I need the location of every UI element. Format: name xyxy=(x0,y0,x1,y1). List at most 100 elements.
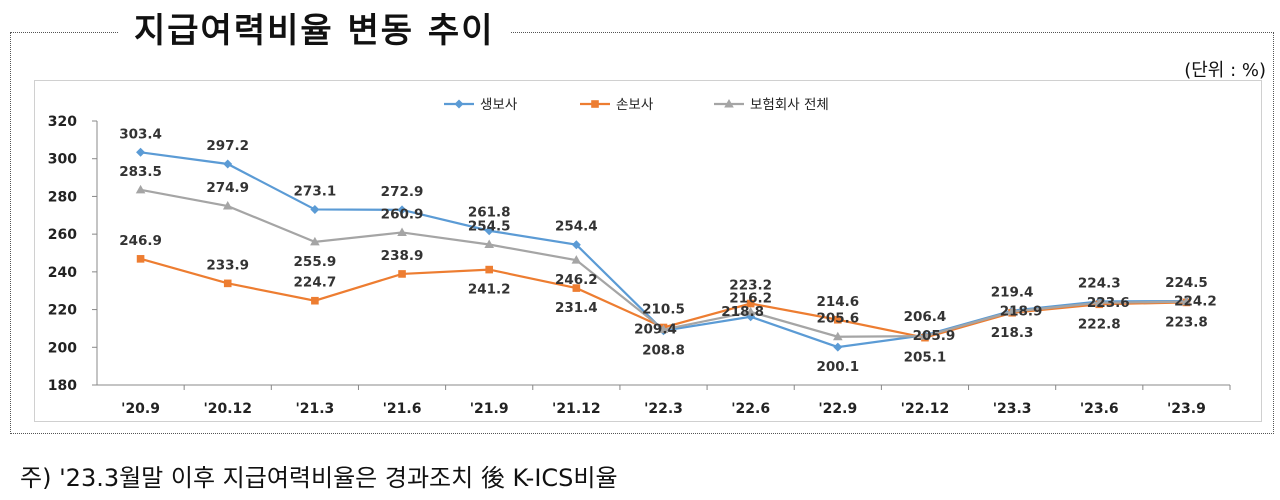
data-label: 205.1 xyxy=(904,350,947,366)
data-label: 205.9 xyxy=(913,328,956,344)
data-label: 272.9 xyxy=(381,184,424,200)
x-tick-label: '22.6 xyxy=(731,401,770,417)
data-point xyxy=(834,315,842,324)
data-label: 254.5 xyxy=(468,219,511,235)
x-tick-label: '20.9 xyxy=(121,401,160,417)
data-label: 274.9 xyxy=(206,180,249,196)
data-label: 223.8 xyxy=(1165,314,1208,330)
data-point xyxy=(484,226,494,236)
data-label: 216.2 xyxy=(729,291,772,307)
data-label: 219.4 xyxy=(991,285,1034,301)
x-tick-label: '21.3 xyxy=(295,401,334,417)
data-point xyxy=(485,265,493,274)
legend-item: 손보사 xyxy=(580,97,654,113)
data-point xyxy=(398,270,406,278)
data-label: 214.6 xyxy=(816,294,859,310)
legend-marker xyxy=(454,99,464,109)
x-tick-label: '22.12 xyxy=(901,401,950,417)
data-label: 255.9 xyxy=(294,254,337,270)
y-tick-label: 260 xyxy=(48,227,77,243)
data-point xyxy=(745,306,756,316)
series-2 xyxy=(135,184,1192,341)
data-label: 241.2 xyxy=(468,282,511,298)
data-point xyxy=(571,255,582,264)
x-tick-label: '21.6 xyxy=(383,401,422,417)
data-point xyxy=(484,239,494,249)
data-point xyxy=(746,299,755,308)
data-label: 233.9 xyxy=(206,257,249,273)
x-tick-label: '20.12 xyxy=(203,401,252,417)
data-label: 210.5 xyxy=(642,301,685,317)
data-label: 205.6 xyxy=(816,311,859,327)
data-point xyxy=(310,236,320,246)
data-label: 223.6 xyxy=(1087,295,1130,311)
x-tick-label: '23.6 xyxy=(1080,401,1119,417)
data-point xyxy=(310,204,320,214)
data-label: 222.8 xyxy=(1078,316,1121,332)
data-label: 224.3 xyxy=(1078,275,1121,291)
data-point xyxy=(833,331,843,341)
data-label: 218.9 xyxy=(1000,304,1043,320)
data-label: 206.4 xyxy=(904,309,947,325)
y-tick-label: 280 xyxy=(48,189,77,205)
data-label: 297.2 xyxy=(206,138,249,154)
data-point xyxy=(920,331,930,340)
data-point xyxy=(223,279,232,288)
data-label: 223.2 xyxy=(729,278,772,294)
legend-marker xyxy=(724,99,734,108)
y-tick-label: 180 xyxy=(48,378,77,394)
data-label: 254.4 xyxy=(555,219,598,235)
data-label: 224.5 xyxy=(1165,275,1208,291)
data-point xyxy=(1094,297,1105,307)
data-label: 260.9 xyxy=(381,206,424,222)
data-point xyxy=(136,147,146,157)
data-point xyxy=(311,296,319,305)
data-point xyxy=(833,342,843,352)
data-point xyxy=(572,284,581,292)
footnote: 주) '23.3월말 이후 지급여력비율은 경과조치 後 K-ICS비율 xyxy=(20,464,618,492)
x-tick-label: '23.9 xyxy=(1167,401,1206,417)
legend-label: 보험회사 전체 xyxy=(750,97,829,113)
data-point xyxy=(223,159,233,169)
data-label: 224.7 xyxy=(294,275,337,291)
x-tick-label: '21.12 xyxy=(552,401,601,417)
y-tick-label: 200 xyxy=(48,340,77,356)
data-label: 261.8 xyxy=(468,205,511,221)
data-label: 303.4 xyxy=(119,126,162,142)
y-tick-label: 240 xyxy=(48,265,77,281)
y-tick-label: 320 xyxy=(48,114,77,130)
x-tick-label: '21.9 xyxy=(470,401,509,417)
data-point xyxy=(397,227,407,236)
x-tick-label: '22.9 xyxy=(818,401,857,417)
legend-item: 생보사 xyxy=(444,97,518,113)
data-label: 209.4 xyxy=(634,322,677,338)
data-label: 218.3 xyxy=(991,325,1034,341)
legend-label: 손보사 xyxy=(616,97,654,113)
data-label: 246.9 xyxy=(119,233,162,249)
data-label: 231.4 xyxy=(555,300,598,316)
data-point xyxy=(1007,306,1017,316)
y-tick-label: 220 xyxy=(48,303,77,319)
data-point xyxy=(397,205,407,215)
data-point xyxy=(222,201,233,210)
unit-label: (단위 : %) xyxy=(1184,60,1266,81)
data-label: 208.8 xyxy=(642,343,685,359)
data-point xyxy=(1181,296,1192,306)
data-label: 224.2 xyxy=(1174,294,1217,310)
chart-title: 지급여력비율 변동 추이 xyxy=(118,4,511,58)
data-point xyxy=(135,184,146,194)
legend: 생보사 손보사 보험회사 전체 xyxy=(444,97,829,113)
y-tick-label: 300 xyxy=(48,152,77,168)
data-label: 283.5 xyxy=(119,164,162,180)
data-label: 238.9 xyxy=(381,248,424,264)
x-tick-label: '22.3 xyxy=(644,401,683,417)
legend-item: 보험회사 전체 xyxy=(714,97,829,113)
legend-marker xyxy=(591,100,599,108)
data-label: 218.8 xyxy=(721,304,764,320)
x-tick-label: '23.3 xyxy=(993,401,1032,417)
plot-area-border xyxy=(34,80,1262,422)
data-labels: 303.4 297.2 273.1 272.9 261.8 254.4 208.8 216.2… xyxy=(119,126,1217,375)
data-label: 246.2 xyxy=(555,272,598,288)
chart-frame xyxy=(10,32,1274,434)
